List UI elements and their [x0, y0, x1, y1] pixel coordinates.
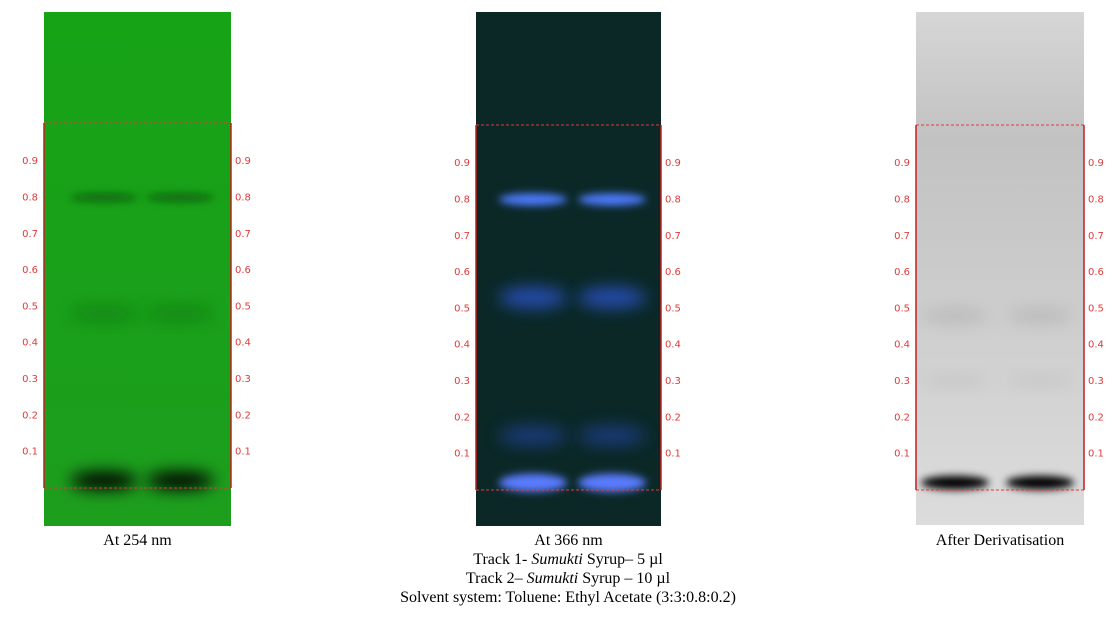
rf-label: 0.3	[235, 374, 251, 385]
legend-text: Syrup – 10 µl	[578, 570, 670, 587]
rf-label: 0.7	[22, 229, 38, 240]
rf-label: 0.9	[665, 158, 681, 169]
legend-text: Track 2–	[466, 570, 527, 587]
rf-label: 0.3	[894, 376, 910, 387]
rf-label: 0.7	[454, 231, 470, 242]
rf-label: 0.2	[894, 412, 910, 423]
rf-label: 0.8	[894, 194, 910, 205]
rf-label: 0.2	[665, 412, 681, 423]
plate-caption: After Derivatisation	[936, 532, 1064, 550]
rf-label: 0.3	[22, 374, 38, 385]
band	[499, 193, 567, 205]
rf-label: 0.4	[665, 340, 681, 351]
rf-label: 0.4	[235, 338, 251, 349]
band	[921, 376, 989, 386]
rf-label: 0.2	[235, 410, 251, 421]
rf-label: 0.8	[454, 194, 470, 205]
legend-italic: Sumukti	[527, 570, 579, 587]
rf-label: 0.4	[454, 340, 470, 351]
band	[146, 307, 214, 321]
rf-label: 0.7	[665, 231, 681, 242]
band	[921, 476, 989, 490]
band	[578, 288, 646, 308]
band	[578, 427, 646, 445]
band	[578, 193, 646, 205]
rf-label: 0.7	[894, 231, 910, 242]
band	[146, 472, 214, 490]
band	[499, 474, 567, 492]
rf-label: 0.6	[454, 267, 470, 278]
band	[921, 308, 989, 324]
figure: 0.9 0.9 0.8 0.8 0.7 0.7 0.6 0.6 0.5 0.5 0.4 0.4 0.3 0…	[0, 0, 1116, 622]
plate	[476, 12, 661, 526]
plate-caption: At 254 nm	[103, 532, 171, 550]
rf-label: 0.5	[454, 303, 470, 314]
rf-label: 0.1	[1088, 449, 1104, 460]
band	[1006, 376, 1074, 386]
rf-label: 0.5	[665, 303, 681, 314]
rf-label: 0.3	[665, 376, 681, 387]
track-1-legend: Track 1- Sumukti Syrup– 5 µl	[473, 551, 663, 569]
rf-label: 0.7	[235, 229, 251, 240]
track-2-legend: Track 2– Sumukti Syrup – 10 µl	[466, 570, 670, 588]
rf-label: 0.1	[894, 449, 910, 460]
rf-label: 0.6	[1088, 267, 1104, 278]
rf-label: 0.6	[665, 267, 681, 278]
band	[70, 472, 138, 490]
legend-text: Syrup– 5 µl	[583, 551, 663, 568]
band	[146, 193, 214, 201]
rf-label: 0.8	[22, 192, 38, 203]
rf-label: 0.9	[454, 158, 470, 169]
band	[578, 474, 646, 492]
band	[1006, 308, 1074, 324]
rf-label: 0.2	[22, 410, 38, 421]
band	[499, 288, 567, 308]
rf-label: 0.7	[1088, 231, 1104, 242]
band	[1006, 476, 1074, 490]
rf-label: 0.6	[22, 265, 38, 276]
rf-label: 0.2	[1088, 412, 1104, 423]
plate	[44, 12, 231, 526]
rf-label: 0.1	[235, 447, 251, 458]
plate	[916, 12, 1084, 525]
rf-label: 0.8	[665, 194, 681, 205]
rf-label: 0.6	[235, 265, 251, 276]
rf-label: 0.9	[1088, 158, 1104, 169]
legend-italic: Sumukti	[531, 551, 583, 568]
band	[70, 193, 138, 201]
rf-label: 0.5	[235, 301, 251, 312]
rf-label: 0.8	[235, 192, 251, 203]
rf-label: 0.9	[22, 156, 38, 167]
rf-label: 0.9	[235, 156, 251, 167]
rf-label: 0.9	[894, 158, 910, 169]
rf-label: 0.3	[1088, 376, 1104, 387]
rf-label: 0.4	[894, 340, 910, 351]
band	[499, 427, 567, 445]
rf-label: 0.5	[22, 301, 38, 312]
rf-label: 0.4	[22, 338, 38, 349]
rf-label: 0.3	[454, 376, 470, 387]
rf-label: 0.1	[22, 447, 38, 458]
rf-label: 0.2	[454, 412, 470, 423]
legend-text: Track 1-	[473, 551, 531, 568]
tlc-plates: 0.9 0.9 0.8 0.8 0.7 0.7 0.6 0.6 0.5 0.5 0.4 0.4 0.3 0…	[0, 0, 1116, 622]
rf-label: 0.5	[894, 303, 910, 314]
rf-label: 0.1	[665, 449, 681, 460]
plate-caption: At 366 nm	[534, 532, 602, 550]
solvent-system: Solvent system: Toluene: Ethyl Acetate (…	[400, 589, 736, 607]
rf-label: 0.4	[1088, 340, 1104, 351]
band	[70, 307, 138, 321]
rf-label: 0.5	[1088, 303, 1104, 314]
rf-label: 0.6	[894, 267, 910, 278]
rf-label: 0.1	[454, 449, 470, 460]
rf-label: 0.8	[1088, 194, 1104, 205]
